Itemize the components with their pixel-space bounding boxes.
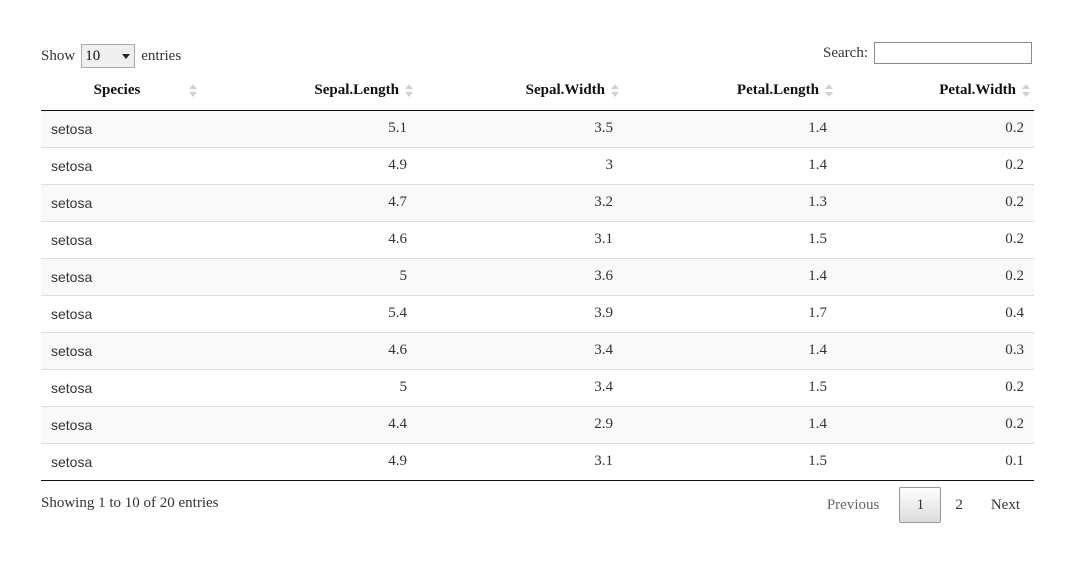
table-row: setosa 4.9 3.1 1.5 0.1: [41, 442, 1034, 481]
table-cell-sepal-length: 4.6: [201, 220, 417, 258]
entries-per-page-value: 10: [85, 47, 101, 64]
table-cell-sepal-width: 3.9: [417, 294, 623, 332]
table-body: setosa 5.1 3.5 1.4 0.2 setosa 4.9 3 1.4 0.2 setosa…: [41, 110, 1034, 481]
table-cell-petal-width: 0.2: [837, 368, 1034, 406]
table-row: setosa 4.9 3 1.4 0.2: [41, 146, 1034, 184]
table-cell-species: setosa: [41, 183, 201, 221]
sort-both-icon: [189, 84, 197, 98]
chevron-down-icon: [122, 53, 131, 59]
sort-both-icon: [611, 84, 619, 98]
column-header-label: Species: [93, 82, 141, 99]
table-cell-species: setosa: [41, 442, 201, 481]
table-cell-petal-length: 1.4: [623, 110, 837, 147]
table-cell-sepal-width: 3.2: [417, 183, 623, 221]
table-info: Showing 1 to 10 of 20 entries: [41, 495, 219, 511]
page-1-button[interactable]: 1: [899, 487, 942, 523]
table-cell-petal-width: 0.2: [837, 146, 1034, 184]
table-cell-species: setosa: [41, 294, 201, 332]
search-label: Search:: [823, 44, 868, 61]
table-cell-sepal-width: 3.1: [417, 442, 623, 481]
table-cell-species: setosa: [41, 257, 201, 295]
table-cell-petal-width: 0.3: [837, 331, 1034, 369]
table-cell-sepal-width: 3.4: [417, 331, 623, 369]
table-cell-sepal-length: 5.4: [201, 294, 417, 332]
table-cell-petal-length: 1.5: [623, 368, 837, 406]
table-row: setosa 4.4 2.9 1.4 0.2: [41, 405, 1034, 443]
table-cell-petal-length: 1.5: [623, 442, 837, 481]
table-header: Species Sepal.Length Sepal.Width Petal.Leng…: [41, 72, 1034, 111]
next-button[interactable]: Next: [990, 496, 1020, 513]
column-header-sepal-length[interactable]: Sepal.Length: [201, 72, 417, 111]
table-cell-species: setosa: [41, 331, 201, 369]
sort-both-icon: [825, 84, 833, 98]
table-cell-sepal-width: 3: [417, 146, 623, 184]
table-cell-species: setosa: [41, 110, 201, 147]
column-header-label: Petal.Width: [939, 82, 1016, 99]
page-2-button[interactable]: 2: [955, 496, 963, 513]
table-cell-sepal-length: 5.1: [201, 110, 417, 147]
table-cell-sepal-length: 5: [201, 257, 417, 295]
table-cell-petal-width: 0.2: [837, 220, 1034, 258]
table-cell-petal-length: 1.4: [623, 405, 837, 443]
search-input[interactable]: [874, 42, 1032, 64]
table-cell-species: setosa: [41, 368, 201, 406]
table-cell-sepal-width: 3.5: [417, 110, 623, 147]
table-row: setosa 5.4 3.9 1.7 0.4: [41, 294, 1034, 332]
table-cell-sepal-width: 3.1: [417, 220, 623, 258]
column-header-species[interactable]: Species: [41, 72, 201, 111]
entries-per-page-select[interactable]: 10: [81, 44, 136, 68]
table-cell-petal-width: 0.2: [837, 110, 1034, 147]
table-row: setosa 4.6 3.1 1.5 0.2: [41, 220, 1034, 258]
table-cell-petal-width: 0.2: [837, 257, 1034, 295]
table-cell-petal-width: 0.1: [837, 442, 1034, 481]
table-cell-petal-length: 1.5: [623, 220, 837, 258]
table-cell-sepal-width: 3.4: [417, 368, 623, 406]
table-cell-petal-length: 1.4: [623, 257, 837, 295]
pagination: Previous 1 2 Next: [813, 486, 1034, 524]
table-cell-sepal-length: 4.9: [201, 442, 417, 481]
table-cell-petal-length: 1.7: [623, 294, 837, 332]
table-cell-petal-width: 0.2: [837, 183, 1034, 221]
table-cell-petal-width: 0.2: [837, 405, 1034, 443]
table-row: setosa 5.1 3.5 1.4 0.2: [41, 110, 1034, 147]
table-cell-petal-width: 0.4: [837, 294, 1034, 332]
table-row: setosa 4.6 3.4 1.4 0.3: [41, 331, 1034, 369]
column-header-petal-length[interactable]: Petal.Length: [623, 72, 837, 111]
table-cell-sepal-width: 2.9: [417, 405, 623, 443]
table-cell-species: setosa: [41, 146, 201, 184]
table-cell-sepal-length: 4.6: [201, 331, 417, 369]
column-header-label: Petal.Length: [736, 82, 819, 99]
table-cell-sepal-length: 4.7: [201, 183, 417, 221]
column-header-petal-width[interactable]: Petal.Width: [837, 72, 1034, 111]
table-row: setosa 5 3.6 1.4 0.2: [41, 257, 1034, 295]
search-control: Search:: [823, 42, 1032, 64]
table-row: setosa 4.7 3.2 1.3 0.2: [41, 183, 1034, 221]
entries-label: entries: [141, 47, 182, 64]
table-cell-petal-length: 1.4: [623, 331, 837, 369]
table-cell-sepal-length: 4.9: [201, 146, 417, 184]
table-cell-sepal-width: 3.6: [417, 257, 623, 295]
show-label: Show: [41, 47, 76, 64]
table-cell-species: setosa: [41, 220, 201, 258]
table-row: setosa 5 3.4 1.5 0.2: [41, 368, 1034, 406]
table-cell-petal-length: 1.4: [623, 146, 837, 184]
previous-button[interactable]: Previous: [826, 496, 880, 513]
data-table: Species Sepal.Length Sepal.Width Petal.Leng…: [41, 72, 1034, 481]
header-row: Species Sepal.Length Sepal.Width Petal.Leng…: [41, 72, 1034, 111]
table-cell-sepal-length: 4.4: [201, 405, 417, 443]
sort-both-icon: [1022, 84, 1030, 98]
table-cell-species: setosa: [41, 405, 201, 443]
table-controls: Show 10 entries Search:: [41, 42, 1034, 70]
table-cell-sepal-length: 5: [201, 368, 417, 406]
column-header-sepal-width[interactable]: Sepal.Width: [417, 72, 623, 111]
column-header-label: Sepal.Width: [525, 82, 605, 99]
table-cell-petal-length: 1.3: [623, 183, 837, 221]
sort-both-icon: [405, 84, 413, 98]
length-control: Show 10 entries: [41, 44, 181, 68]
column-header-label: Sepal.Length: [314, 82, 399, 99]
